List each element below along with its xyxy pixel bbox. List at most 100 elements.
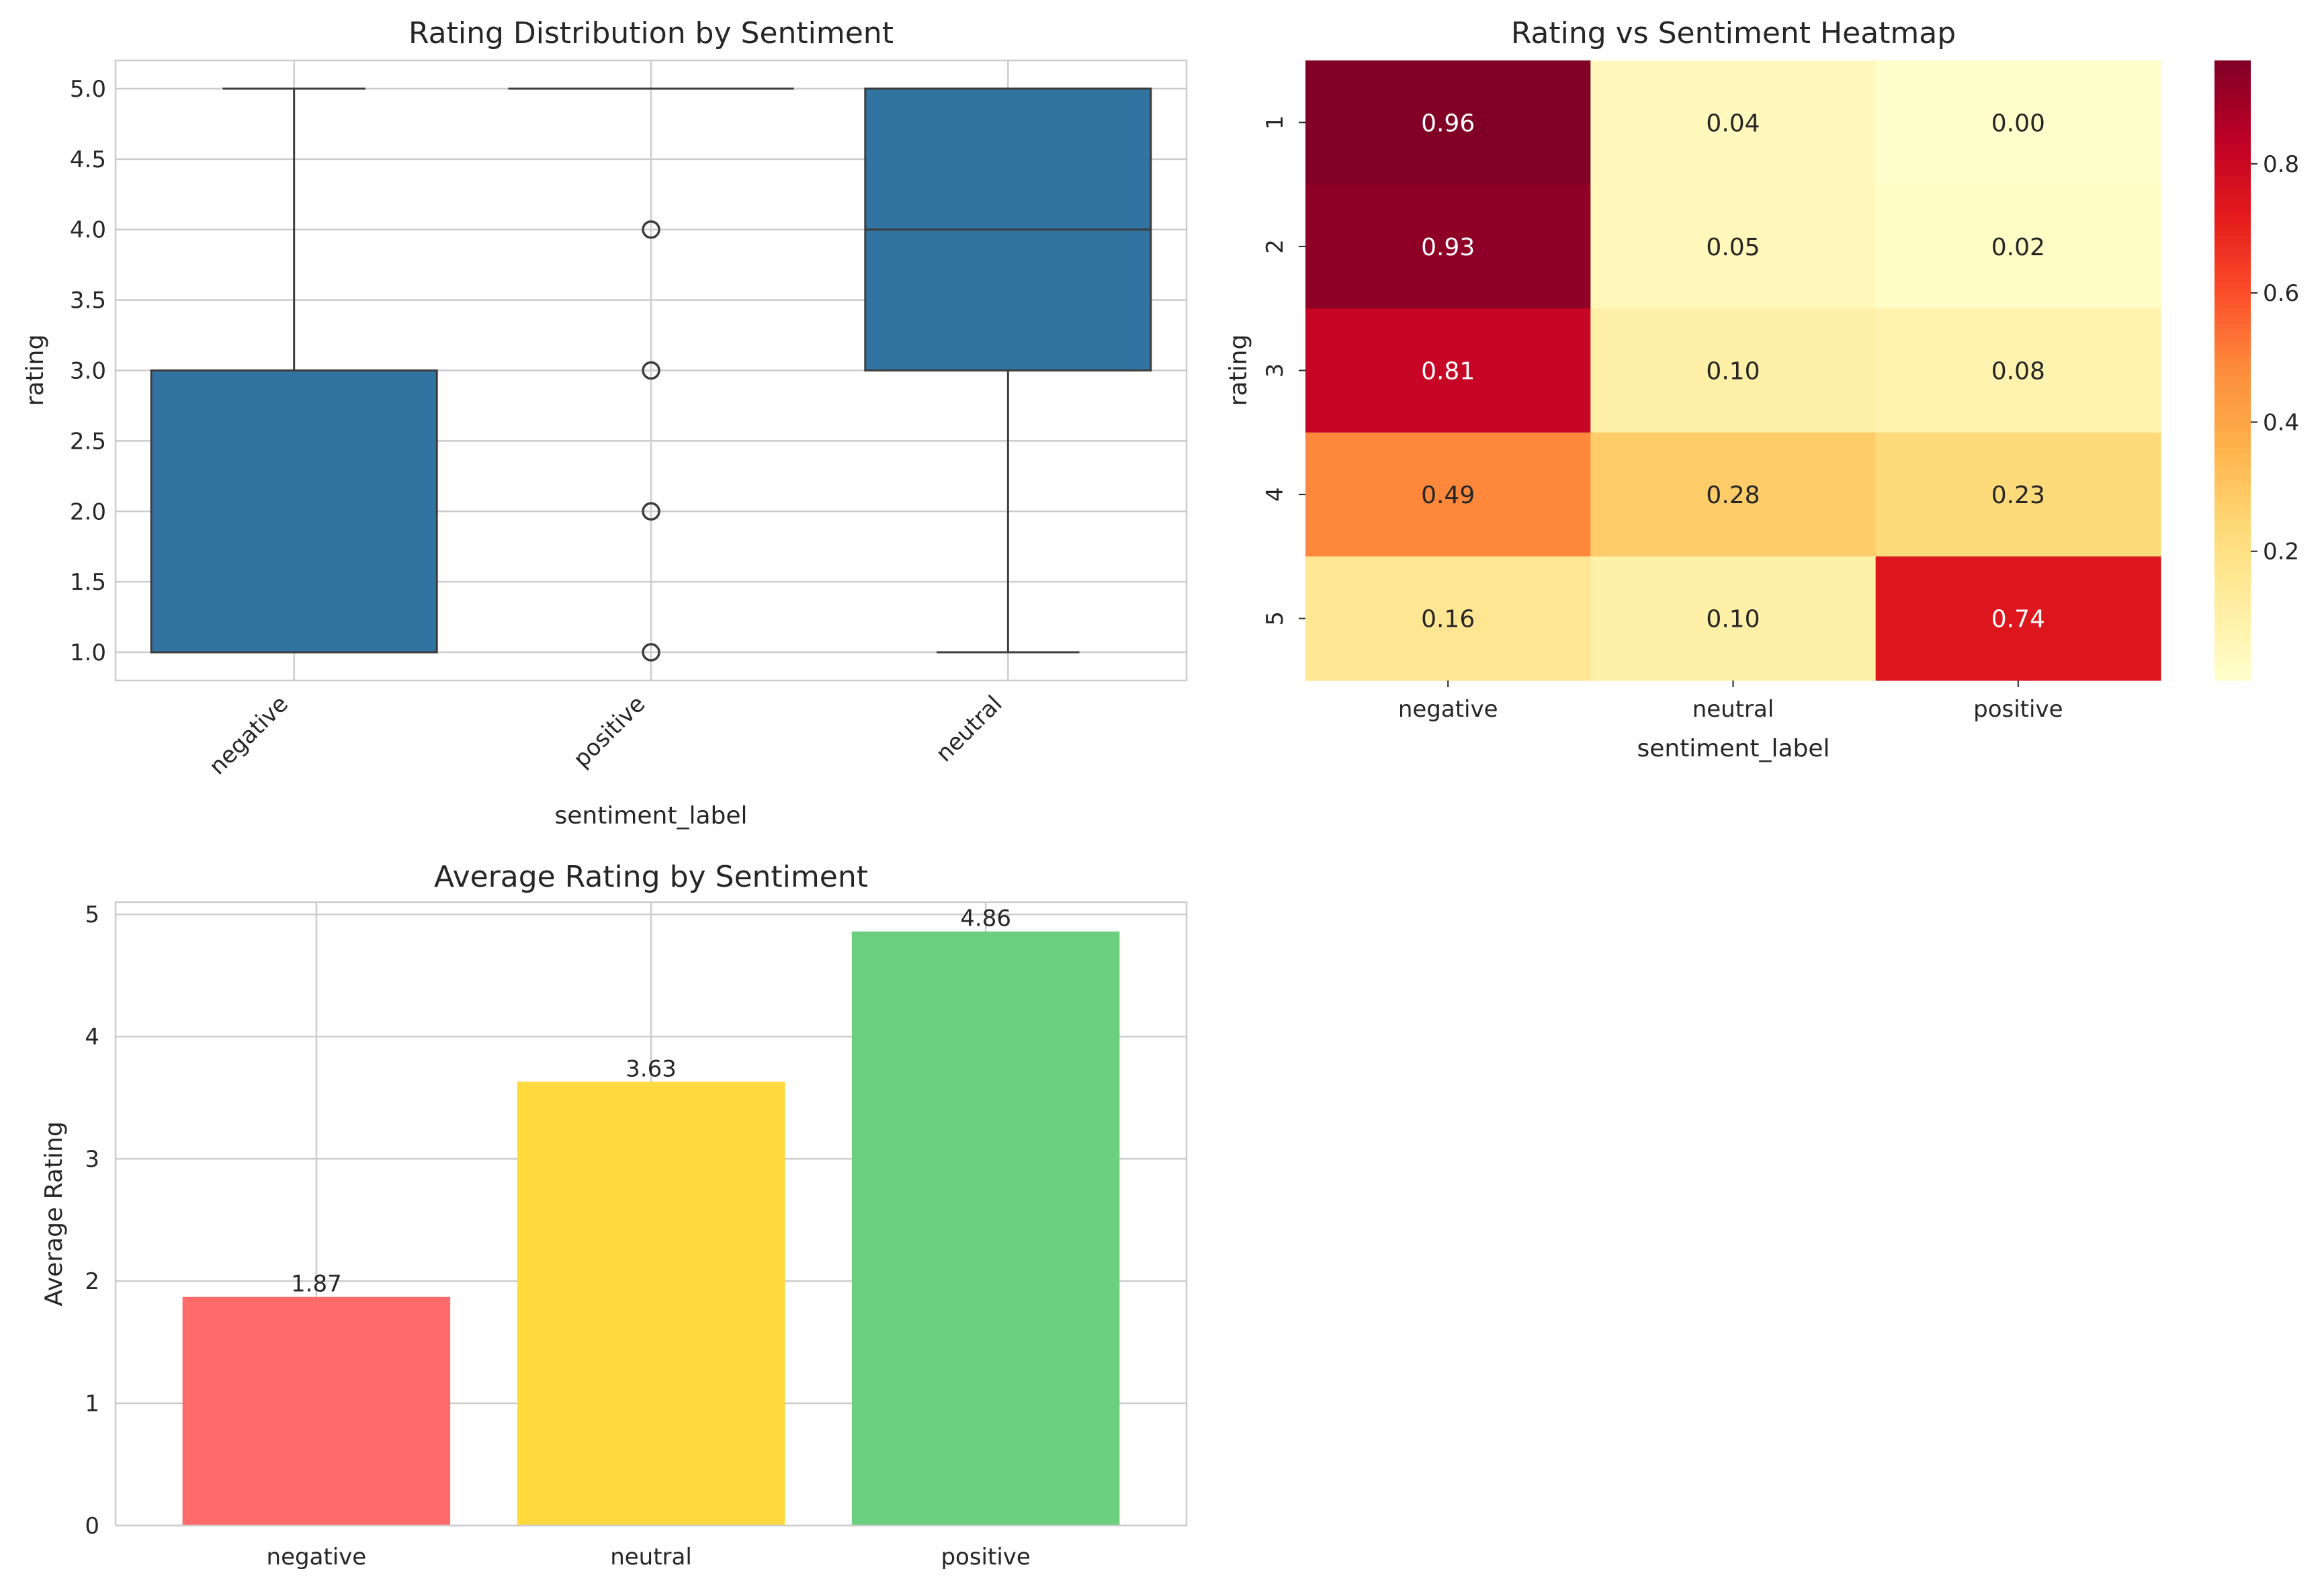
colorbar-segment (2214, 293, 2251, 299)
bar-chart-y-tick-label: 1 (85, 1390, 99, 1417)
colorbar-segment (2214, 200, 2251, 206)
heatmap-panel: 0.96 0.04 0.000.93 0.05 0.020.81 0.10 0.080.49… (1225, 16, 2299, 762)
colorbar-segment (2214, 562, 2251, 568)
colorbar-segment (2214, 303, 2251, 309)
heatmap-x-axis-label: sentiment_label (1637, 735, 1830, 762)
box-outlier-point (642, 361, 660, 380)
heatmap-cell (1305, 184, 1591, 309)
colorbar-segment (2214, 422, 2251, 428)
bar-chart-y-axis-label: Average Rating (40, 1121, 68, 1306)
colorbar-segment (2214, 194, 2251, 201)
bar-chart-title: Average Rating by Sentiment (434, 860, 868, 894)
box-plot-y-axis-label: rating (21, 335, 49, 406)
colorbar-segment (2214, 386, 2251, 392)
bar-value-label: 1.87 (291, 1271, 342, 1298)
colorbar-segment (2214, 107, 2251, 113)
colorbar-segment (2214, 660, 2251, 666)
colorbar-segment (2214, 251, 2251, 257)
colorbar-segment (2214, 277, 2251, 283)
colorbar-segment (2214, 349, 2251, 356)
colorbar-segment (2214, 163, 2251, 170)
colorbar-segment (2214, 670, 2251, 676)
colorbar-segment (2214, 345, 2251, 351)
colorbar-tick-label: 0.6 (2263, 280, 2299, 307)
heatmap-cell (1590, 556, 1877, 681)
colorbar-segment (2214, 592, 2251, 599)
heatmap-cell (1875, 184, 2161, 309)
box-outlier-point (642, 220, 660, 239)
heatmap-cell (1875, 556, 2161, 681)
bar-chart-y-tick-label: 4 (85, 1024, 99, 1051)
colorbar-segment (2214, 370, 2251, 376)
bar-chart-y-tick-label: 2 (85, 1268, 99, 1295)
colorbar-segment (2214, 654, 2251, 660)
colorbar-segment (2214, 520, 2251, 526)
heatmap-cell-label: 0.02 (1991, 234, 2045, 261)
colorbar-segment (2214, 215, 2251, 222)
colorbar-segment (2214, 241, 2251, 247)
colorbar-segment (2214, 494, 2251, 500)
colorbar-segment (2214, 96, 2251, 103)
colorbar-segment (2214, 535, 2251, 541)
bar-chart-y-tick-label: 3 (85, 1146, 99, 1173)
colorbar-segment (2214, 458, 2251, 464)
colorbar-segment (2214, 375, 2251, 382)
colorbar-segment (2214, 282, 2251, 289)
colorbar-segment (2214, 328, 2251, 335)
colorbar-segment (2214, 220, 2251, 226)
colorbar-segment (2214, 416, 2251, 423)
colorbar-segment (2214, 582, 2251, 588)
colorbar-segment (2214, 639, 2251, 645)
colorbar-segment (2214, 308, 2251, 314)
colorbar-segment (2214, 318, 2251, 324)
heatmap-cell-label: 0.00 (1991, 109, 2045, 137)
colorbar-segment (2214, 566, 2251, 573)
colorbar-segment (2214, 644, 2251, 650)
colorbar-segment (2214, 504, 2251, 511)
heatmap-y-tick-label: 1 (1262, 115, 1289, 130)
box-plot-y-tick-label: 1.5 (70, 569, 106, 596)
colorbar-tick-label: 0.8 (2263, 151, 2299, 178)
colorbar-segment (2214, 551, 2251, 557)
colorbar-segment (2214, 184, 2251, 190)
bar-neutral (517, 1081, 785, 1525)
colorbar-segment (2214, 474, 2251, 480)
colorbar-segment (2214, 499, 2251, 506)
bar-chart-x-tick-label: neutral (610, 1544, 692, 1571)
box-plot-y-tick-label: 3.0 (70, 358, 106, 385)
colorbar-segment (2214, 226, 2251, 232)
heatmap-cell-label: 0.10 (1706, 358, 1760, 386)
colorbar-segment (2214, 205, 2251, 211)
colorbar-segment (2214, 60, 2251, 67)
colorbar-segment (2214, 556, 2251, 562)
heatmap-cell (1305, 60, 1591, 185)
colorbar-segment (2214, 298, 2251, 304)
heatmap-cell-label: 0.28 (1706, 482, 1760, 509)
colorbar-segment (2214, 267, 2251, 273)
colorbar-tick-label: 0.2 (2263, 539, 2299, 566)
colorbar-segment (2214, 629, 2251, 635)
colorbar-segment (2214, 443, 2251, 449)
colorbar-segment (2214, 76, 2251, 82)
heatmap-x-tick-label: neutral (1692, 696, 1774, 723)
box-plot-y-tick-label: 5.0 (70, 76, 106, 103)
heatmap-y-tick-label: 5 (1262, 611, 1289, 626)
heatmap-cell-label: 0.04 (1706, 109, 1760, 137)
heatmap-cell-label: 0.74 (1991, 606, 2045, 633)
colorbar-segment (2214, 427, 2251, 433)
bar-chart-frame (114, 901, 1188, 1527)
box-negative (150, 369, 438, 654)
colorbar-segment (2214, 112, 2251, 118)
bar-positive (851, 931, 1120, 1525)
bar-chart-x-tick-label: negative (267, 1544, 367, 1571)
heatmap-cell-label: 0.49 (1421, 482, 1475, 509)
colorbar-segment (2214, 479, 2251, 485)
bar-chart-y-tick-label: 5 (85, 901, 99, 928)
heatmap-cell (1590, 432, 1877, 557)
colorbar-segment (2214, 257, 2251, 263)
heatmap-y-tick-label: 2 (1262, 239, 1289, 254)
colorbar-segment (2214, 587, 2251, 593)
colorbar-segment (2214, 546, 2251, 552)
